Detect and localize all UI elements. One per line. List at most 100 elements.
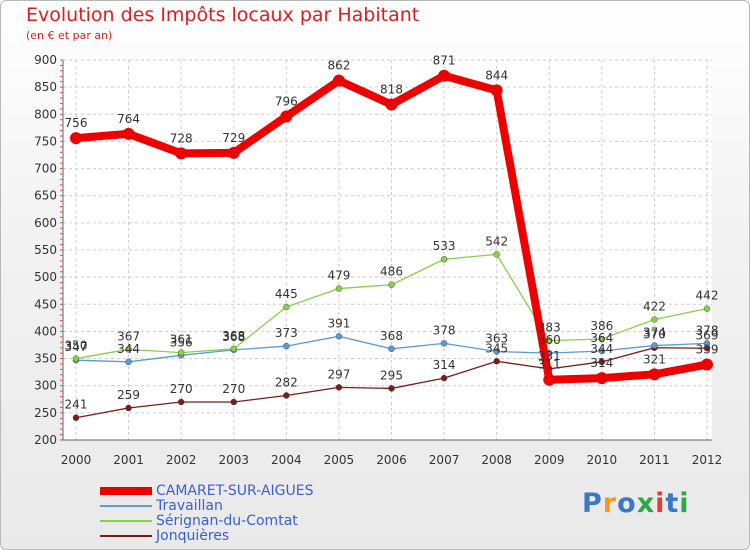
- data-point: [648, 368, 661, 381]
- data-point: [177, 398, 185, 406]
- data-label: 391: [327, 316, 350, 330]
- x-tick-label: 2011: [639, 453, 670, 467]
- data-label: 386: [590, 319, 613, 333]
- data-point: [175, 147, 188, 160]
- data-label: 259: [117, 388, 140, 402]
- y-tick-label: 850: [34, 80, 57, 94]
- data-label: 479: [327, 269, 350, 283]
- data-point: [703, 340, 711, 347]
- data-point: [125, 358, 132, 366]
- data-label: 295: [380, 368, 403, 382]
- data-label: 270: [222, 382, 245, 396]
- data-point: [227, 146, 240, 159]
- series-lines: [70, 69, 713, 421]
- grid: [63, 59, 712, 441]
- data-label: 422: [643, 299, 666, 313]
- data-point: [598, 358, 606, 366]
- data-label: 241: [65, 398, 88, 412]
- data-point: [332, 74, 345, 87]
- data-label: 339: [696, 343, 719, 357]
- logo-letter: i: [655, 488, 666, 519]
- data-label: 756: [65, 116, 88, 130]
- data-point: [177, 349, 185, 356]
- logo-letter: P: [582, 488, 603, 519]
- x-tick-label: 2004: [271, 453, 302, 467]
- data-label: 818: [380, 83, 403, 97]
- data-label: 796: [275, 94, 298, 108]
- y-tick-label: 450: [34, 297, 57, 311]
- data-label: 368: [222, 330, 245, 344]
- data-point: [283, 303, 290, 311]
- data-point: [70, 132, 82, 145]
- x-tick-label: 2001: [113, 453, 144, 467]
- logo-letter: o: [617, 488, 637, 519]
- series-3: [72, 344, 711, 421]
- data-label: 844: [485, 68, 508, 82]
- data-point: [72, 355, 80, 362]
- data-label: 311: [538, 358, 561, 372]
- data-point: [440, 256, 448, 263]
- y-tick-label: 700: [34, 162, 57, 176]
- data-label: 378: [433, 323, 456, 337]
- legend-label: Sérignan-du-Comtat: [156, 513, 298, 529]
- logo-letter: x: [636, 488, 656, 519]
- y-tick-label: 250: [34, 406, 57, 420]
- legend-swatch: [100, 535, 152, 537]
- data-label: 367: [117, 329, 140, 343]
- data-point: [335, 384, 343, 391]
- legend-label: CAMARET-SUR-AIGUES: [156, 483, 314, 499]
- data-label: 363: [485, 332, 508, 346]
- data-point: [493, 251, 500, 258]
- data-point: [230, 345, 237, 352]
- x-tick-label: 2002: [166, 453, 197, 467]
- data-label: 360: [538, 333, 561, 347]
- x-tick-label: 2003: [218, 453, 249, 467]
- data-label: 344: [117, 342, 140, 356]
- y-tick-label: 200: [34, 433, 57, 447]
- data-label: 364: [590, 331, 613, 345]
- data-point: [595, 372, 608, 385]
- data-point: [385, 98, 398, 111]
- x-tick-label: 2006: [376, 453, 407, 467]
- data-label: 383: [538, 321, 561, 335]
- data-label: 533: [433, 239, 456, 253]
- y-tick-label: 300: [34, 379, 57, 393]
- data-label: 361: [170, 333, 193, 347]
- data-point: [122, 127, 135, 140]
- data-point: [598, 347, 606, 355]
- series-0: [70, 69, 713, 386]
- x-tick-label: 2007: [429, 453, 460, 467]
- data-point: [490, 84, 503, 97]
- x-tick-label: 2008: [481, 453, 512, 467]
- data-point: [283, 392, 290, 399]
- y-tick-label: 800: [34, 107, 57, 121]
- series-2: [72, 251, 711, 362]
- y-tick-label: 500: [34, 270, 57, 284]
- data-label: 728: [170, 131, 193, 145]
- data-label: 347: [65, 340, 88, 354]
- y-tick-label: 600: [34, 216, 57, 230]
- data-label: 282: [275, 375, 298, 389]
- data-label: 344: [590, 342, 613, 356]
- data-point: [230, 398, 237, 406]
- legend-swatch: [100, 505, 152, 507]
- data-label: 374: [643, 326, 666, 340]
- x-tick-label: 2010: [587, 453, 618, 467]
- data-point: [651, 342, 658, 349]
- data-label: 862: [327, 59, 350, 73]
- data-label: 270: [170, 382, 193, 396]
- data-point: [438, 69, 451, 82]
- data-label: 486: [380, 265, 403, 279]
- data-label: 764: [117, 112, 140, 126]
- logo-letter: i: [679, 488, 690, 519]
- data-point: [598, 335, 606, 343]
- data-label: 345: [485, 341, 508, 355]
- data-label: 373: [275, 326, 298, 340]
- data-label: 368: [380, 329, 403, 343]
- data-point: [125, 404, 132, 412]
- data-point: [651, 316, 658, 323]
- data-point: [701, 358, 713, 371]
- data-point: [125, 346, 132, 353]
- data-label: 729: [222, 131, 245, 145]
